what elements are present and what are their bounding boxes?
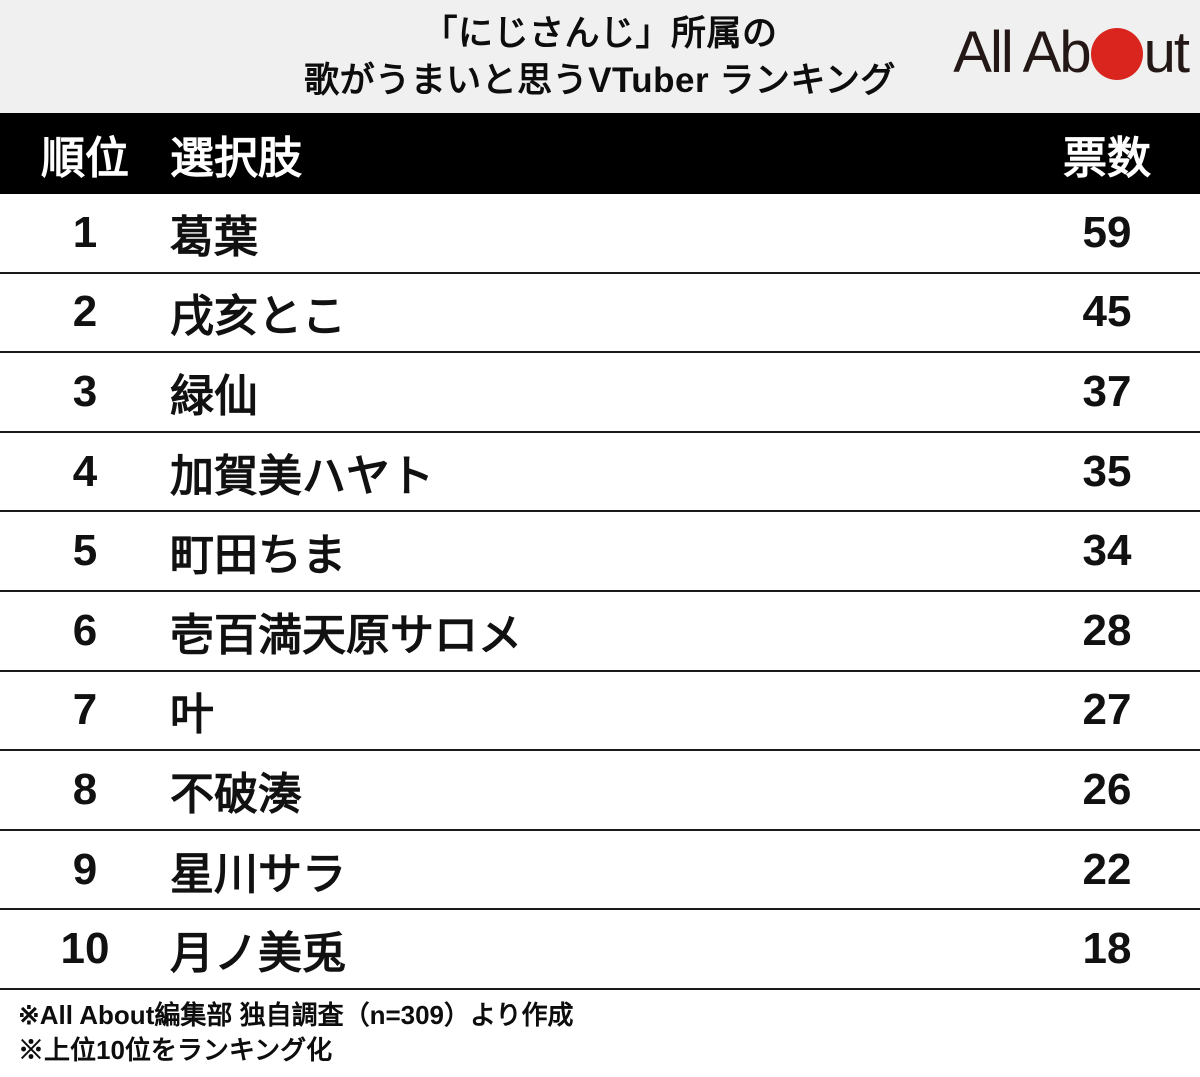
- rank-cell: 3: [72, 366, 98, 416]
- logo-red-circle-icon: [1090, 28, 1143, 80]
- source-note: ※All About編集部 独自調査（n=309）より作成: [18, 999, 574, 1030]
- votes-cell: 37: [1082, 366, 1132, 416]
- logo-text-before: All Ab: [953, 19, 1091, 85]
- name-cell: 不破湊: [170, 769, 302, 819]
- votes-cell: 26: [1082, 764, 1132, 814]
- name-cell: 葛葉: [170, 212, 258, 262]
- rank-cell: 4: [72, 446, 98, 496]
- name-cell: 緑仙: [170, 371, 258, 421]
- rank-cell: 2: [72, 287, 98, 337]
- table-row: 1 葛葉 59: [0, 194, 1200, 274]
- table-row: 4 加賀美ハヤト 35: [0, 432, 1200, 513]
- logo-text-after: ut: [1143, 19, 1190, 85]
- page-title-line2: 歌がうまいと思うVTuber ランキング: [304, 61, 896, 100]
- votes-cell: 22: [1082, 844, 1132, 894]
- allabout-logo: All Ab ut: [953, 19, 1190, 85]
- table-row: 5 町田ちま 34: [0, 512, 1200, 592]
- name-cell: 戌亥とこ: [170, 292, 346, 342]
- name-cell: 月ノ美兎: [170, 929, 346, 979]
- title-area: 「にじさんじ」所属の 歌がうまいと思うVTuber ランキング All Ab ut: [0, 0, 1200, 113]
- votes-cell: 18: [1082, 924, 1132, 974]
- votes-cell: 45: [1082, 287, 1132, 337]
- page-title-line1: 「にじさんじ」所属の: [422, 14, 778, 53]
- name-cell: 叶: [170, 690, 214, 740]
- rank-cell: 6: [72, 605, 98, 655]
- table-row: 2 戌亥とこ 45: [0, 273, 1200, 354]
- header-votes: 票数: [1063, 133, 1151, 183]
- name-cell: 加賀美ハヤト: [170, 451, 434, 501]
- name-cell: 星川サラ: [170, 849, 346, 899]
- table-row: 9 星川サラ 22: [0, 830, 1200, 911]
- table-row: 3 緑仙 37: [0, 353, 1200, 433]
- table-row: 7 叶 27: [0, 671, 1200, 752]
- rank-cell: 5: [72, 526, 98, 576]
- table-header-row: 順位 選択肢 票数: [0, 113, 1200, 194]
- scope-note: ※上位10位をランキング化: [18, 1034, 333, 1065]
- header-rank: 順位: [41, 133, 129, 183]
- header-choice: 選択肢: [170, 133, 302, 183]
- votes-cell: 59: [1082, 207, 1132, 257]
- table-row: 6 壱百満天原サロメ 28: [0, 591, 1200, 672]
- votes-cell: 34: [1082, 526, 1132, 576]
- votes-cell: 28: [1082, 605, 1132, 655]
- rank-cell: 1: [72, 207, 98, 257]
- page-title: 「にじさんじ」所属の 歌がうまいと思うVTuber ランキング: [0, 0, 1200, 104]
- footer-notes: ※All About編集部 独自調査（n=309）より作成 ※上位10位をランキ…: [0, 989, 1200, 1077]
- rank-cell: 9: [72, 844, 98, 894]
- table-row: 8 不破湊 26: [0, 751, 1200, 831]
- table-row: 10 月ノ美兎 18: [0, 910, 1200, 990]
- votes-cell: 35: [1082, 446, 1132, 496]
- rank-cell: 10: [60, 924, 110, 974]
- name-cell: 壱百満天原サロメ: [170, 610, 522, 660]
- table-body: 1 葛葉 59 2 戌亥とこ 45 3 緑仙 37 4 加賀美ハヤト 35 5 …: [0, 194, 1200, 990]
- name-cell: 町田ちま: [170, 531, 346, 581]
- votes-cell: 27: [1082, 685, 1132, 735]
- rank-cell: 8: [72, 764, 98, 814]
- rank-cell: 7: [72, 685, 98, 735]
